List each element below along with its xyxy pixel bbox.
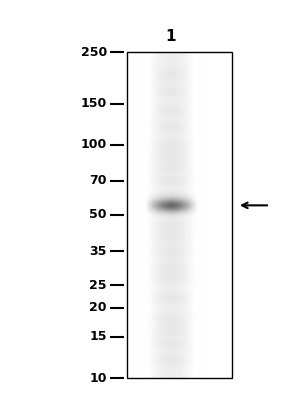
Text: 20: 20 [89, 301, 107, 314]
Text: 35: 35 [90, 245, 107, 258]
Text: 70: 70 [89, 174, 107, 188]
Text: 25: 25 [89, 279, 107, 292]
Text: 1: 1 [166, 29, 176, 44]
Text: 150: 150 [81, 97, 107, 110]
Text: 250: 250 [81, 46, 107, 58]
Bar [127, 52, 232, 378]
Text: 10: 10 [89, 372, 107, 384]
Text: 50: 50 [89, 208, 107, 222]
Text: 15: 15 [89, 330, 107, 344]
Text: 100: 100 [81, 138, 107, 151]
